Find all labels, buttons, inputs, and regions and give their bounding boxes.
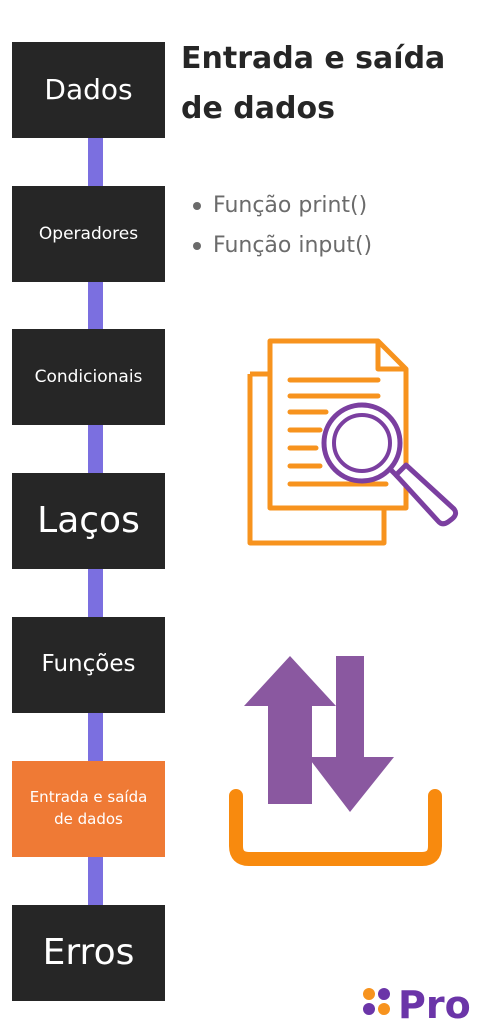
upload-download-icon — [228, 654, 443, 873]
step-label: Operadores — [38, 223, 139, 244]
bullet-list: Função print() Função input() — [193, 186, 372, 266]
step-dados[interactable]: Dados — [12, 42, 165, 138]
bullet-item: Função input() — [193, 226, 372, 266]
bullet-item: Função print() — [193, 186, 372, 226]
step-funcoes[interactable]: Funções — [12, 617, 165, 713]
logo-text: Pro — [398, 985, 471, 1019]
step-operadores[interactable]: Operadores — [12, 186, 165, 282]
logo-mark-icon — [363, 988, 390, 1015]
step-erros[interactable]: Erros — [12, 905, 165, 1001]
step-label: Erros — [42, 931, 135, 973]
document-search-icon — [246, 336, 461, 555]
bullet-text: Função input() — [213, 233, 373, 258]
bullet-text: Função print() — [213, 193, 368, 218]
section-title: Entrada e saída de dados — [181, 41, 446, 126]
step-label: Laços — [37, 499, 140, 541]
step-label: Dados — [44, 72, 133, 106]
brand-logo: Pro — [360, 985, 471, 1019]
step-label: Entrada e saída de dados — [29, 788, 148, 828]
bullet-dot — [193, 202, 201, 210]
bullet-dot — [193, 242, 201, 250]
step-entrada-saida[interactable]: Entrada e saída de dados — [12, 761, 165, 857]
step-label: Funções — [41, 651, 136, 678]
step-label: Condicionais — [34, 366, 143, 387]
step-lacos[interactable]: Laços — [12, 473, 165, 569]
step-condicionais[interactable]: Condicionais — [12, 329, 165, 425]
